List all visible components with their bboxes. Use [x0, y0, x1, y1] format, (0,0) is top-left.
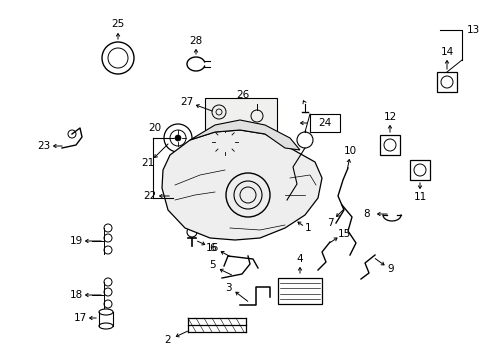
- Text: 18: 18: [69, 290, 82, 300]
- Bar: [278, 278, 321, 304]
- Bar: [379, 135, 399, 155]
- Bar: [409, 160, 429, 180]
- Circle shape: [175, 135, 181, 141]
- Text: 16: 16: [205, 243, 218, 253]
- Polygon shape: [190, 120, 299, 150]
- Text: 4: 4: [296, 254, 303, 264]
- Text: 22: 22: [143, 191, 156, 201]
- Text: 10: 10: [343, 146, 356, 156]
- Text: 9: 9: [387, 264, 393, 274]
- Text: 21: 21: [141, 158, 154, 168]
- Text: 19: 19: [69, 236, 82, 246]
- Text: 1: 1: [304, 223, 311, 233]
- Text: 11: 11: [412, 192, 426, 202]
- Text: 13: 13: [466, 25, 479, 35]
- Bar: [309, 114, 339, 132]
- Text: 24: 24: [318, 118, 331, 128]
- Text: 5: 5: [208, 260, 215, 270]
- Text: 8: 8: [363, 209, 369, 219]
- Text: 12: 12: [383, 112, 396, 122]
- Text: 25: 25: [111, 19, 124, 29]
- Text: 7: 7: [326, 218, 333, 228]
- Text: 23: 23: [37, 141, 51, 151]
- Text: 26: 26: [236, 90, 249, 100]
- Polygon shape: [162, 130, 321, 240]
- Text: 2: 2: [164, 335, 171, 345]
- Text: 27: 27: [180, 97, 193, 107]
- Bar: [172, 188, 185, 208]
- Text: 14: 14: [440, 47, 453, 57]
- Text: 28: 28: [189, 36, 202, 46]
- Text: 20: 20: [148, 123, 161, 133]
- Text: 3: 3: [224, 283, 231, 293]
- Text: 15: 15: [337, 229, 350, 239]
- Bar: [204, 98, 276, 180]
- Text: 17: 17: [73, 313, 86, 323]
- Text: 6: 6: [209, 243, 216, 253]
- Bar: [436, 72, 456, 92]
